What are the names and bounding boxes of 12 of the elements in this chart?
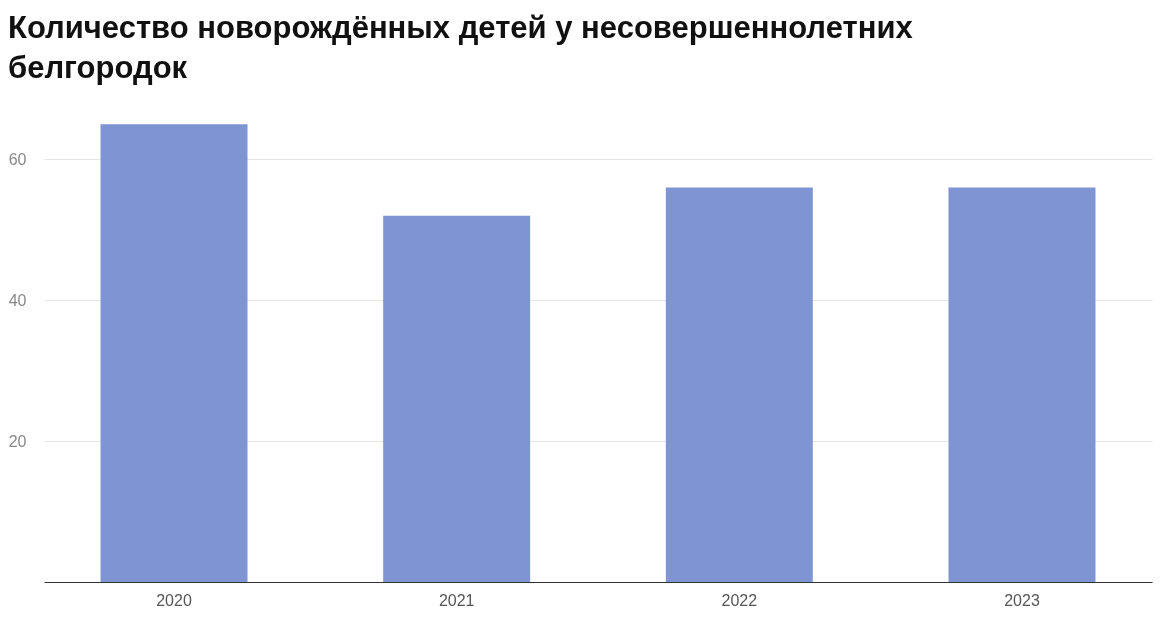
x-tick-label: 2020 bbox=[156, 591, 192, 609]
x-tick-label: 2022 bbox=[721, 591, 758, 609]
bar bbox=[948, 187, 1096, 582]
bar bbox=[665, 187, 813, 582]
bar bbox=[100, 123, 248, 582]
bar bbox=[383, 215, 531, 582]
chart-title: Количество новорождённых детей у несовершеннолетних белгородок bbox=[8, 9, 914, 88]
x-tick-label: 2023 bbox=[1004, 591, 1040, 609]
x-tick-label: 2021 bbox=[438, 591, 475, 609]
y-tick-label: 20 bbox=[8, 432, 27, 450]
y-tick-label: 60 bbox=[8, 150, 27, 168]
y-tick-label: 40 bbox=[8, 291, 27, 309]
